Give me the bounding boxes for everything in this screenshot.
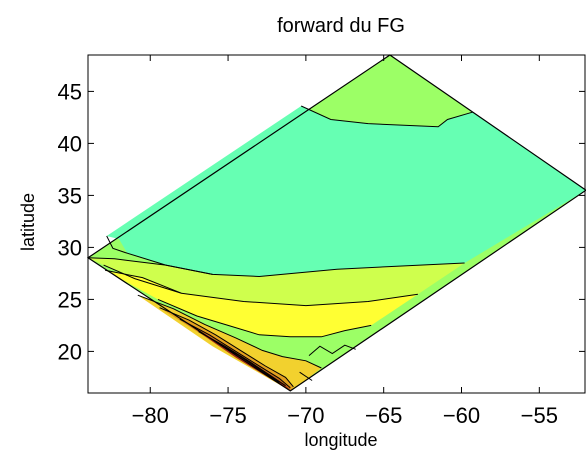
contour-line-5 xyxy=(105,269,182,294)
contour-line-9 xyxy=(299,371,313,381)
chart-title: forward du FG xyxy=(277,15,405,37)
x-tick-label: −65 xyxy=(365,403,402,428)
x-axis-ticks: −80 −75 −70 −65 −60 −55 xyxy=(132,55,558,428)
contour-line-7 xyxy=(137,294,322,369)
y-tick-label: 20 xyxy=(58,339,82,364)
plot-area: −80 −75 −70 −65 −60 −55 20 25 30 35 40 45 xyxy=(58,54,586,428)
y-tick-label: 35 xyxy=(58,183,82,208)
y-tick-label: 45 xyxy=(58,79,82,104)
contour-fill-level-4 xyxy=(105,270,418,337)
contour-line-3 xyxy=(87,257,213,275)
x-tick-label: −55 xyxy=(521,403,558,428)
x-axis-label: longitude xyxy=(304,430,377,450)
x-tick-label: −75 xyxy=(209,403,246,428)
y-tick-label: 30 xyxy=(58,235,82,260)
y-tick-label: 40 xyxy=(58,131,82,156)
contour-line-10 xyxy=(159,307,294,388)
contour-line-4 xyxy=(103,264,418,307)
contour-line-8 xyxy=(308,344,356,356)
contour-line-6 xyxy=(157,298,372,338)
x-tick-label: −70 xyxy=(287,403,324,428)
contour-fill-level-3 xyxy=(88,257,465,306)
axes-box xyxy=(87,54,586,394)
contour-line-11 xyxy=(179,318,291,389)
y-tick-label: 25 xyxy=(58,287,82,312)
x-tick-label: −60 xyxy=(443,403,480,428)
contour-fill-level-2 xyxy=(106,106,586,277)
domain-outline xyxy=(86,54,586,392)
y-axis-label: latitude xyxy=(18,193,38,251)
domain-boundary xyxy=(86,54,586,392)
contour-lines xyxy=(87,105,473,389)
contour-line-12 xyxy=(198,331,286,387)
contour-line-1 xyxy=(300,105,473,128)
axes-frame xyxy=(87,54,586,394)
y-axis-ticks: 20 25 30 35 40 45 xyxy=(58,79,585,364)
x-tick-label: −80 xyxy=(132,403,169,428)
